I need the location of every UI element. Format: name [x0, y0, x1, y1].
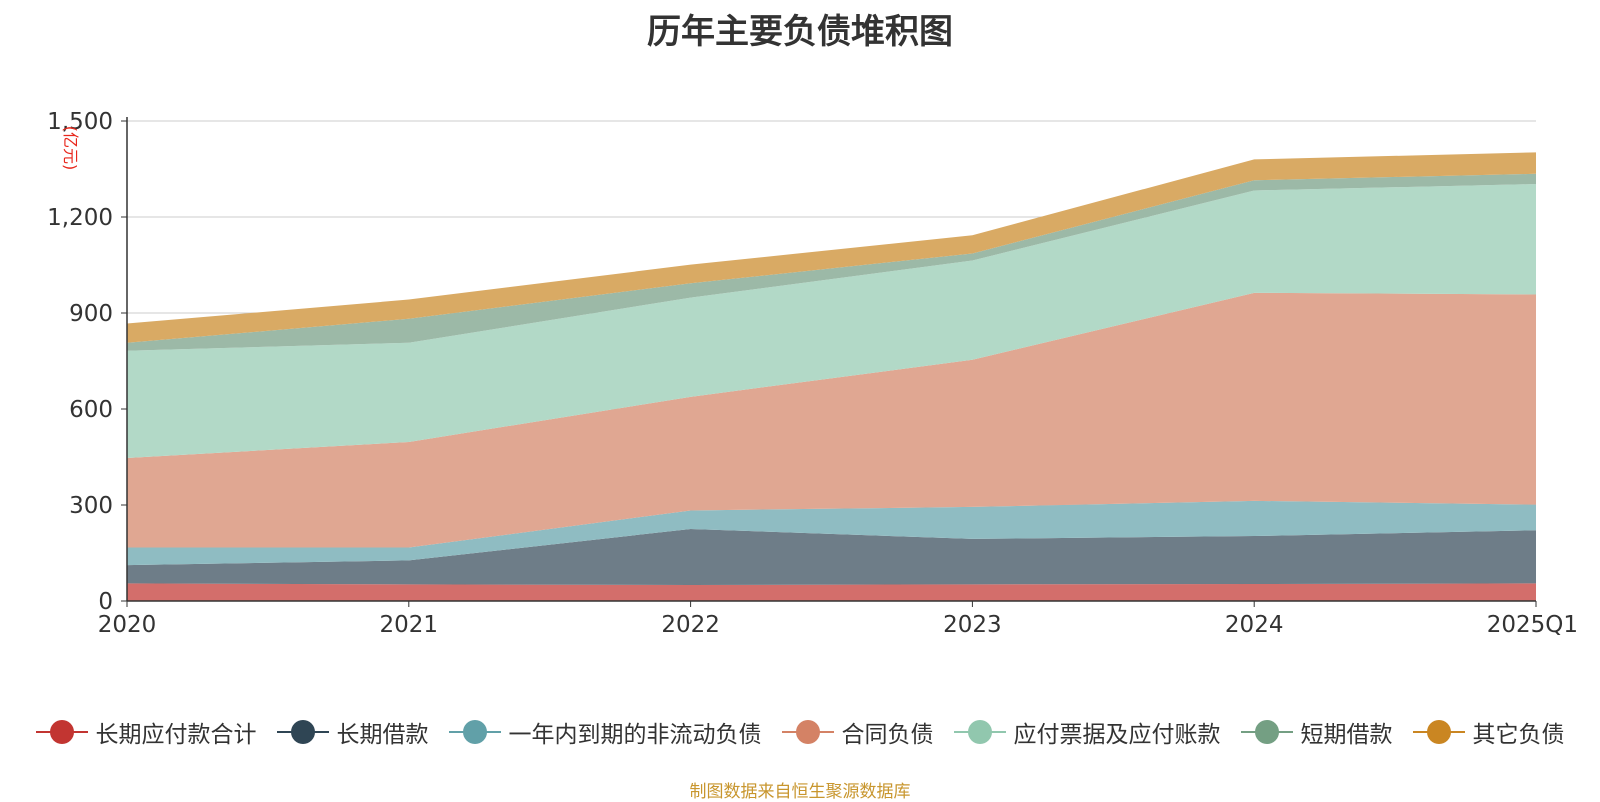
series-area[interactable] — [127, 529, 1536, 585]
legend: 长期应付款合计 长期借款 一年内到期的非流动负债 合同负债 应付票据及应付账款 短期借款 其… — [0, 712, 1600, 752]
y-tick-label: 900 — [69, 301, 113, 327]
y-tick-label: 0 — [98, 589, 113, 615]
legend-item[interactable]: 应付票据及应付账款 — [953, 715, 1221, 749]
legend-marker-icon — [448, 719, 501, 745]
legend-marker-icon — [1412, 719, 1465, 745]
legend-label: 一年内到期的非流动负债 — [508, 722, 762, 748]
legend-item[interactable]: 一年内到期的非流动负债 — [448, 715, 762, 749]
legend-item[interactable]: 合同负债 — [781, 715, 934, 749]
series-area[interactable] — [127, 184, 1536, 458]
data-source-note: 制图数据来自恒生聚源数据库 — [689, 782, 911, 802]
legend-item[interactable]: 其它负债 — [1412, 715, 1565, 749]
legend-label: 长期借款 — [336, 722, 429, 748]
chart-title: 历年主要负债堆积图 — [647, 12, 953, 52]
legend-item[interactable]: 长期借款 — [276, 715, 429, 749]
x-tick-label: 2022 — [661, 612, 720, 638]
legend-item[interactable]: 长期应付款合计 — [35, 715, 257, 749]
legend-label: 长期应付款合计 — [95, 722, 257, 748]
y-tick-label: 1,500 — [47, 109, 113, 135]
series-areas — [127, 152, 1536, 601]
x-tick-label: 2023 — [943, 612, 1002, 638]
legend-marker-icon — [276, 719, 329, 745]
series-area[interactable] — [127, 173, 1536, 351]
y-tick-label: 1,200 — [47, 205, 113, 231]
x-tick-label: 2020 — [98, 612, 157, 638]
x-tick-label: 2024 — [1225, 612, 1284, 638]
legend-marker-icon — [1240, 719, 1293, 745]
legend-label: 其它负债 — [1472, 722, 1565, 748]
series-area[interactable] — [127, 500, 1536, 566]
y-tick-label: 600 — [69, 397, 113, 423]
x-tick-label: 2021 — [380, 612, 439, 638]
series-area[interactable] — [127, 152, 1536, 343]
x-tick-label: 2025Q1 — [1487, 612, 1578, 638]
axes — [121, 117, 1537, 607]
legend-item[interactable]: 短期借款 — [1240, 715, 1393, 749]
legend-label: 应付票据及应付账款 — [1013, 722, 1221, 748]
y-tick-label: 300 — [69, 493, 113, 519]
y-axis-unit-label: (亿元) — [61, 126, 80, 171]
series-area[interactable] — [127, 292, 1536, 548]
tick-labels: 0 300 600 900 1,200 1,500 2020 2021 2022 2023 2024… — [47, 109, 1578, 638]
legend-label: 短期借款 — [1300, 722, 1393, 748]
legend-marker-icon — [781, 719, 834, 745]
legend-marker-icon — [953, 719, 1006, 745]
series-area[interactable] — [127, 583, 1536, 601]
legend-label: 合同负债 — [841, 722, 934, 748]
legend-marker-icon — [35, 719, 88, 745]
